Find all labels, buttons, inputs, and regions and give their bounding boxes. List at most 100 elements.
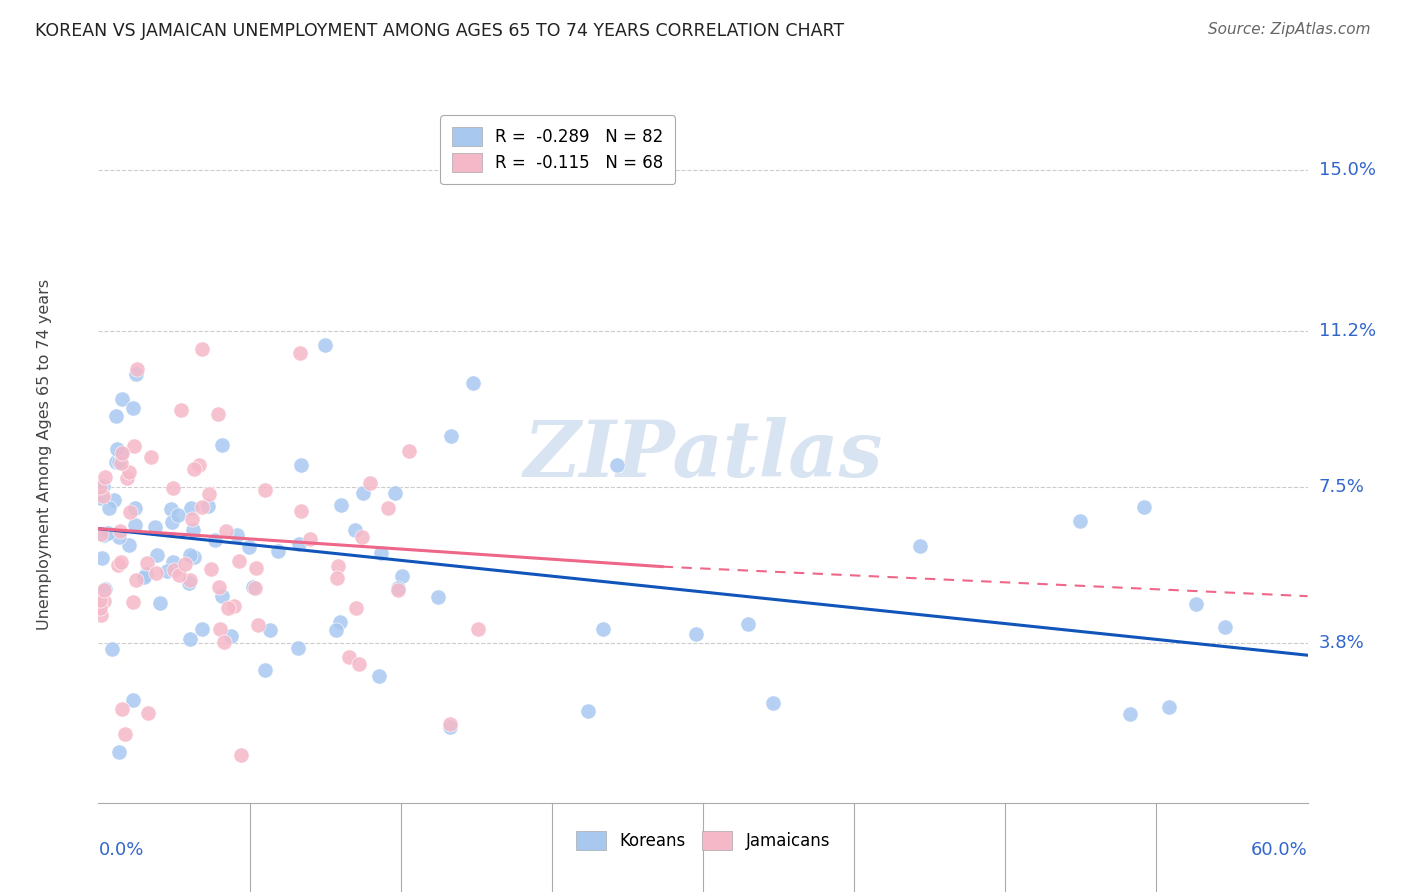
Point	[110, 447, 132, 461]
Point	[352, 486, 374, 500]
Point	[160, 501, 183, 516]
Point	[94, 582, 117, 596]
Point	[179, 548, 201, 562]
Point	[177, 575, 200, 590]
Point	[107, 745, 129, 759]
Point	[187, 458, 209, 472]
Point	[156, 565, 179, 579]
Point	[125, 367, 148, 381]
Point	[329, 615, 352, 629]
Point	[344, 523, 367, 537]
Point	[125, 362, 148, 376]
Point	[118, 465, 141, 479]
Point	[93, 583, 115, 598]
Point	[167, 508, 190, 523]
Point	[183, 462, 205, 476]
Point	[149, 596, 172, 610]
Point	[111, 702, 134, 716]
Point	[89, 601, 111, 615]
Point	[359, 476, 381, 491]
Point	[212, 635, 235, 649]
Point	[190, 343, 212, 357]
Point	[179, 573, 201, 587]
Point	[125, 573, 148, 587]
Point	[352, 530, 374, 544]
Point	[111, 446, 134, 460]
Point	[110, 456, 132, 470]
Point	[105, 442, 128, 456]
Point	[347, 657, 370, 671]
Point	[170, 402, 193, 417]
Point	[90, 607, 112, 622]
Point	[100, 642, 122, 657]
Point	[162, 481, 184, 495]
Point	[107, 558, 129, 572]
Point	[254, 483, 277, 498]
Point	[908, 539, 931, 553]
Point	[97, 525, 120, 540]
Point	[592, 622, 614, 636]
Point	[238, 540, 260, 554]
Point	[253, 663, 276, 677]
Point	[111, 392, 134, 407]
Point	[122, 401, 145, 415]
Point	[762, 696, 785, 710]
Point	[179, 632, 201, 647]
Point	[136, 706, 159, 720]
Point	[1132, 500, 1154, 515]
Point	[215, 524, 238, 538]
Point	[181, 524, 204, 538]
Point	[197, 499, 219, 513]
Point	[387, 581, 409, 595]
Point	[326, 571, 349, 585]
Text: Source: ZipAtlas.com: Source: ZipAtlas.com	[1208, 22, 1371, 37]
Point	[737, 616, 759, 631]
Point	[91, 479, 114, 493]
Point	[89, 593, 111, 607]
Text: 60.0%: 60.0%	[1251, 841, 1308, 859]
Point	[439, 720, 461, 734]
Point	[328, 558, 350, 573]
Point	[91, 551, 114, 566]
Point	[267, 543, 290, 558]
Point	[91, 489, 114, 503]
Point	[121, 594, 143, 608]
Point	[163, 563, 186, 577]
Point	[145, 566, 167, 580]
Text: Unemployment Among Ages 65 to 74 years: Unemployment Among Ages 65 to 74 years	[37, 279, 52, 631]
Point	[115, 471, 138, 485]
Point	[1119, 707, 1142, 722]
Point	[146, 548, 169, 562]
Point	[208, 622, 231, 636]
Point	[208, 580, 231, 594]
Point	[135, 567, 157, 582]
Legend: Koreans, Jamaicans: Koreans, Jamaicans	[569, 824, 837, 857]
Point	[242, 580, 264, 594]
Point	[94, 470, 117, 484]
Point	[211, 438, 233, 452]
Point	[461, 376, 484, 391]
Point	[225, 528, 247, 542]
Point	[325, 624, 347, 638]
Point	[145, 520, 167, 534]
Point	[245, 560, 267, 574]
Point	[339, 650, 361, 665]
Text: ZIPatlas: ZIPatlas	[523, 417, 883, 493]
Point	[118, 505, 141, 519]
Point	[229, 747, 252, 762]
Point	[93, 594, 115, 608]
Point	[288, 346, 311, 360]
Point	[290, 458, 312, 473]
Point	[89, 491, 111, 506]
Point	[427, 591, 450, 605]
Point	[139, 450, 162, 464]
Point	[314, 337, 336, 351]
Point	[288, 537, 311, 551]
Point	[245, 581, 267, 595]
Point	[217, 600, 239, 615]
Point	[134, 570, 156, 584]
Point	[122, 439, 145, 453]
Point	[180, 511, 202, 525]
Point	[204, 533, 226, 548]
Point	[228, 554, 250, 568]
